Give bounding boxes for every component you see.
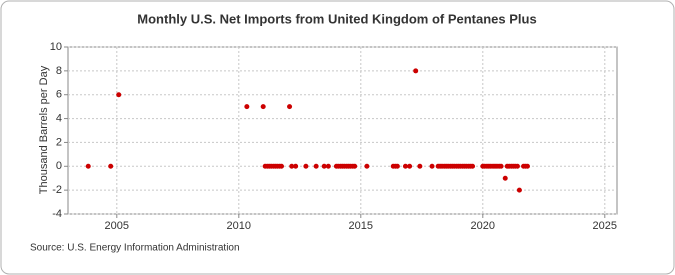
x-tick-label: 2015 [349,220,373,232]
point [402,163,408,169]
point [85,163,91,169]
point [524,163,530,169]
point [407,163,413,169]
y-tick-label: -2 [52,184,62,196]
point [413,68,419,74]
y-tick-label: 0 [56,160,62,172]
point [116,92,122,98]
point [364,163,370,169]
point [470,163,476,169]
source: Source: U.S. Energy Information Administ… [30,243,240,254]
point [352,163,358,169]
chart-title: Monthly U.S. Net Imports from United Kin… [137,11,536,26]
y-tick-label: 10 [50,41,62,53]
point [289,163,295,169]
y-tick-label: 6 [56,89,62,101]
point [516,187,522,193]
y-tick-label: 8 [56,65,62,77]
x-tick-label: 2010 [227,220,251,232]
point [498,163,504,169]
point [108,163,114,169]
y-tick-label: -4 [52,208,62,220]
point [293,163,299,169]
point [279,163,284,169]
point [260,104,266,110]
point [429,163,435,169]
x-tick-label: 2025 [593,220,617,232]
x-tick-label: 2020 [471,220,495,232]
point [394,163,400,169]
plot-area [67,46,618,215]
point [502,175,508,181]
y-tick-label: 4 [56,112,62,124]
x-tick-label: 2005 [105,220,129,232]
y-tick-label: 2 [56,136,62,148]
point [321,163,327,169]
point [303,163,309,169]
y-axis-label: Thousand Barrels per Day [38,65,50,194]
point [287,104,293,110]
point [313,163,319,169]
point [417,163,423,169]
point [244,104,250,110]
point [514,163,520,169]
point [325,163,331,169]
